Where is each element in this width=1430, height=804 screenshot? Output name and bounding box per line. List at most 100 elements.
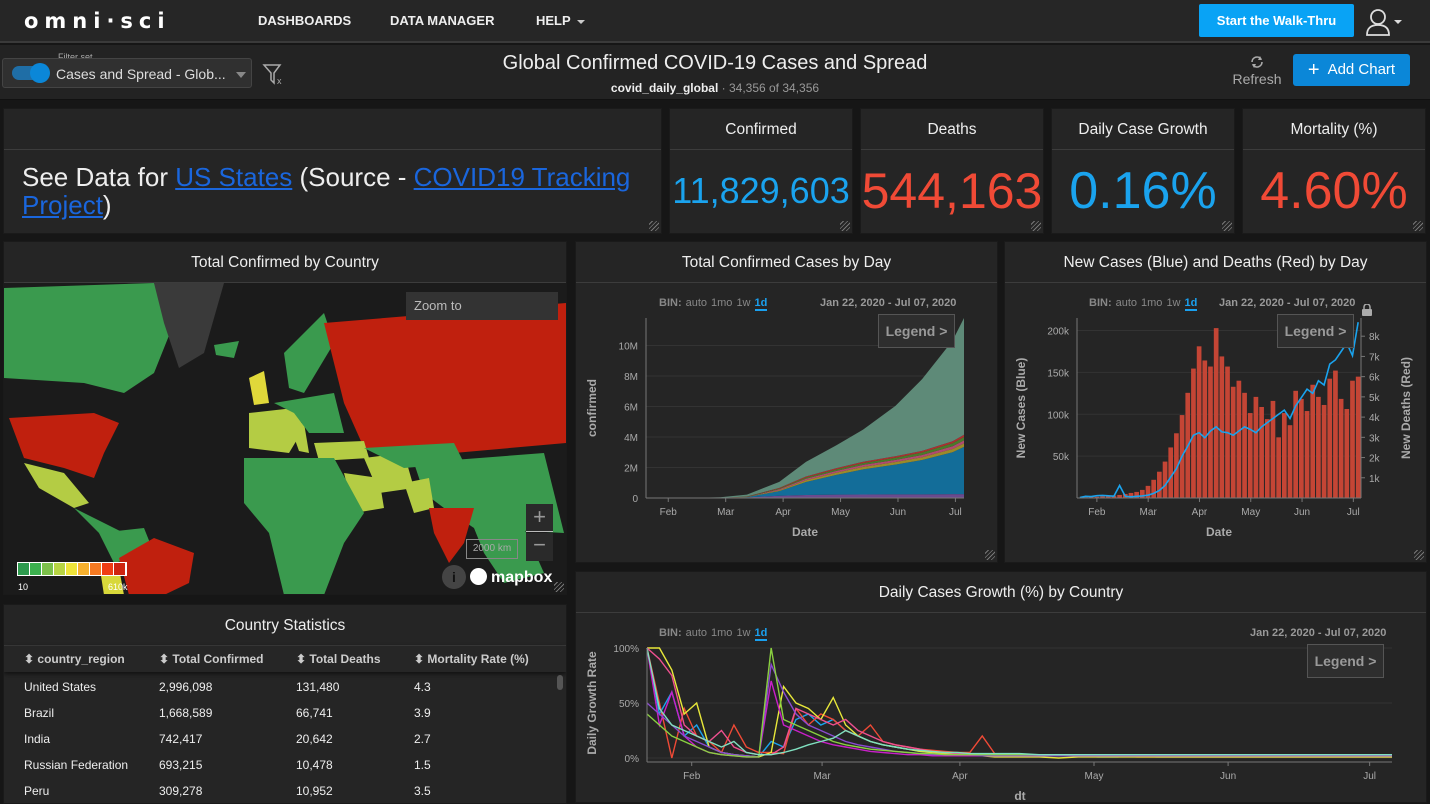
resize-handle[interactable] [554, 582, 564, 592]
start-walk-thru-button[interactable]: Start the Walk-Thru [1199, 4, 1354, 37]
column-header-confirmed[interactable]: ⬍ Total Confirmed [139, 646, 276, 672]
zoom-out-button[interactable]: − [526, 533, 553, 561]
resize-handle[interactable] [1413, 221, 1423, 231]
table-cell: Brazil [4, 700, 139, 726]
kpi-title: Mortality (%) [1243, 109, 1425, 150]
y-tick-label: 50% [619, 699, 639, 710]
kpi-daily-growth: Daily Case Growth 0.16% [1051, 108, 1235, 234]
map-color-legend [17, 562, 127, 576]
x-axis-label: Date [1206, 525, 1232, 539]
death-bar [1282, 413, 1287, 498]
country-stats-panel: Country Statistics ⬍ country_region ⬍ To… [3, 604, 567, 804]
nav-dashboards[interactable]: DASHBOARDS [258, 13, 351, 28]
map-panel: Total Confirmed by Country Zoom to + − 2… [3, 241, 567, 595]
top-nav: omni·sci DASHBOARDS DATA MANAGER HELP St… [0, 0, 1430, 43]
table-title: Country Statistics [4, 605, 566, 646]
kpi-mortality: Mortality (%) 4.60% [1242, 108, 1426, 234]
table-cell: India [4, 726, 139, 752]
x-tick-label: Jun [1294, 507, 1310, 518]
death-bar [1202, 360, 1207, 498]
death-bar [1191, 369, 1196, 498]
legend-swatch [78, 563, 90, 575]
y-tick-label: 50k [1053, 452, 1070, 463]
kpi-value: 544,163 [861, 150, 1043, 232]
legend-swatch [42, 563, 54, 575]
mapbox-attribution[interactable]: mapbox [470, 568, 552, 587]
death-bar [1197, 346, 1202, 498]
resize-handle[interactable] [1031, 221, 1041, 231]
column-header-deaths[interactable]: ⬍ Total Deaths [276, 646, 394, 672]
kpi-deaths: Deaths 544,163 [860, 108, 1044, 234]
column-label: Mortality Rate (%) [427, 652, 528, 666]
legend-button[interactable]: Legend > [1277, 314, 1354, 348]
resize-handle[interactable] [1414, 550, 1424, 560]
refresh-button[interactable]: Refresh [1228, 53, 1286, 87]
legend-button[interactable]: Legend > [1307, 644, 1384, 678]
kpi-title: Confirmed [670, 109, 852, 150]
table-cell: 1.5 [394, 752, 566, 778]
kpi-value: 11,829,603 [670, 150, 852, 232]
refresh-label: Refresh [1232, 71, 1281, 87]
table-cell: 2.7 [394, 726, 566, 752]
omnisci-logo[interactable]: omni·sci [24, 9, 171, 33]
growth-line-mint [647, 648, 1392, 755]
table-scrollbar[interactable] [557, 675, 563, 690]
y-tick-label: 0% [625, 754, 640, 765]
resize-handle[interactable] [985, 550, 995, 560]
column-label: Total Confirmed [172, 652, 263, 666]
nav-help[interactable]: HELP [536, 13, 585, 28]
country-uk [249, 371, 269, 405]
add-chart-button[interactable]: +Add Chart [1293, 54, 1410, 86]
sort-icon: ⬍ [414, 652, 427, 666]
x-tick-label: Jun [1220, 771, 1236, 782]
table-cell: 693,215 [139, 752, 276, 778]
table-name: covid_daily_global [611, 81, 718, 95]
resize-handle[interactable] [840, 221, 850, 231]
death-bar [1305, 411, 1310, 498]
death-bar [1333, 371, 1338, 498]
x-tick-label: May [1241, 507, 1260, 518]
column-header-mortality[interactable]: ⬍ Mortality Rate (%) [394, 646, 566, 672]
mapbox-logo-icon [470, 568, 487, 585]
death-bar [1146, 486, 1151, 498]
user-icon [1364, 6, 1404, 36]
growth-line-pink [647, 648, 1392, 756]
legend-button[interactable]: Legend > [878, 314, 955, 348]
user-menu[interactable] [1364, 6, 1404, 36]
table-cell: 742,417 [139, 726, 276, 752]
growth-line-cyan [647, 648, 1392, 757]
death-bar [1327, 379, 1332, 498]
y2-tick-label: 2k [1369, 454, 1381, 465]
legend-min: 10 [18, 582, 28, 592]
nav-data-manager[interactable]: DATA MANAGER [390, 13, 494, 28]
table-cell: 10,478 [276, 752, 394, 778]
table-cell: Russian Federation [4, 752, 139, 778]
y-tick-label: 0 [632, 494, 638, 505]
legend-swatch [54, 563, 66, 575]
column-header-country[interactable]: ⬍ country_region [4, 646, 139, 672]
legend-max: 610k [108, 582, 128, 592]
death-bar [1151, 480, 1156, 498]
zoom-in-button[interactable]: + [526, 504, 553, 532]
zoom-to-input[interactable]: Zoom to [406, 292, 558, 320]
table-cell: United States [4, 674, 139, 700]
table-cell: 1,668,589 [139, 700, 276, 726]
resize-handle[interactable] [649, 221, 659, 231]
us-states-link[interactable]: US States [175, 162, 292, 192]
death-bar [1248, 413, 1253, 498]
table-cell: 66,741 [276, 700, 394, 726]
death-bar [1168, 447, 1173, 498]
death-bar [1339, 399, 1344, 498]
y-tick-label: 10M [619, 341, 638, 352]
resize-handle[interactable] [1222, 221, 1232, 231]
info-icon[interactable]: i [442, 565, 466, 589]
country-russia [324, 303, 566, 458]
x-tick-label: Jul [1363, 771, 1376, 782]
